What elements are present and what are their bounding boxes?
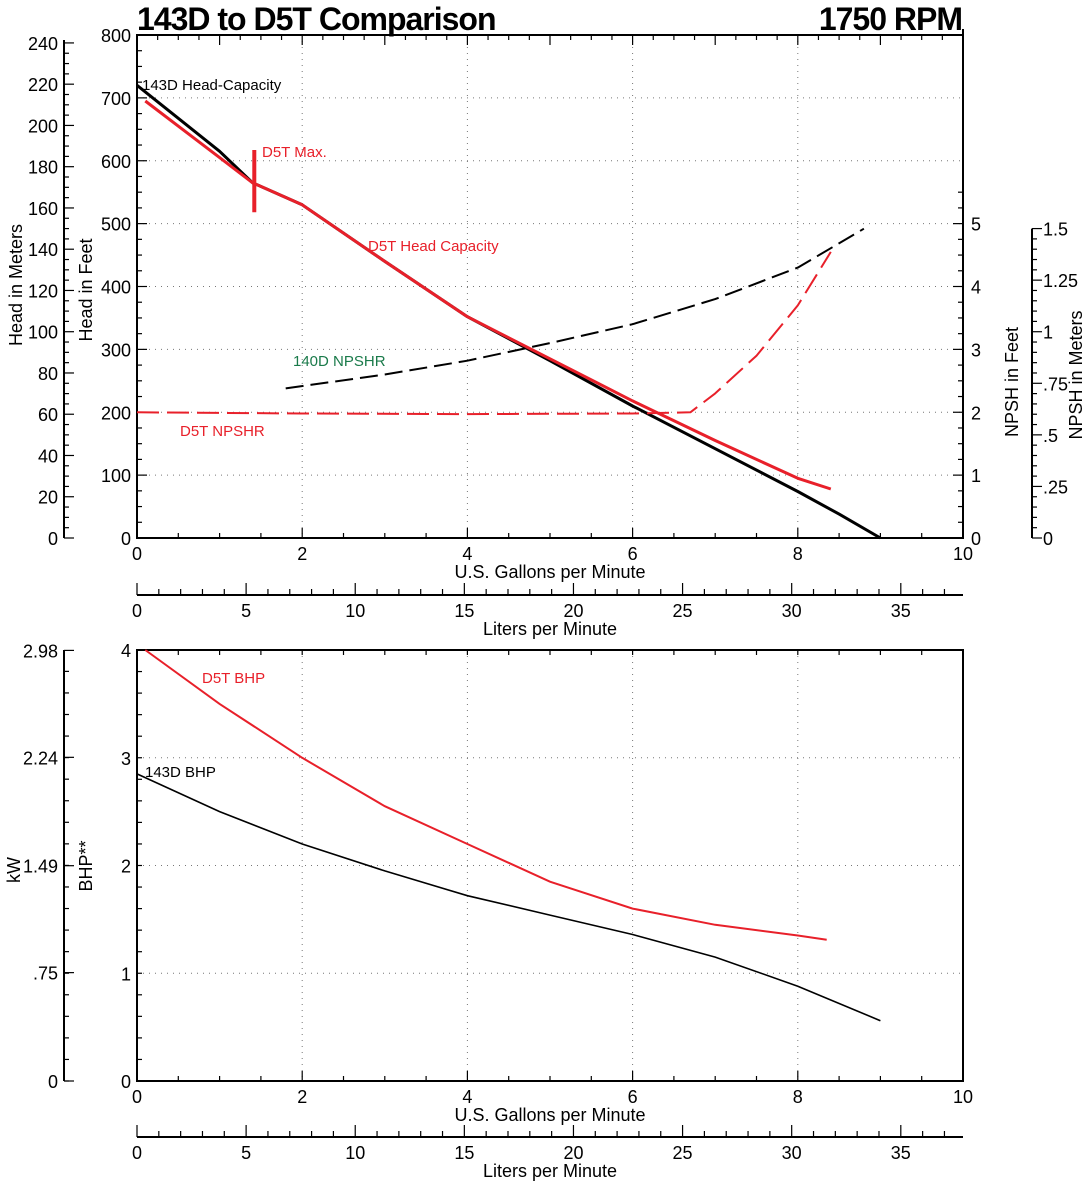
npsh-meters-axis-title: NPSH in Meters <box>1066 310 1086 439</box>
y-tick-label: 200 <box>101 403 131 423</box>
npsh-feet-tick-label: 1 <box>971 466 981 486</box>
npshr-140d-label: 140D NPSHR <box>293 353 386 370</box>
npsh-meters-tick-label: .5 <box>1043 426 1058 446</box>
liters-axis-title: Liters per Minute <box>483 1161 617 1181</box>
kw-tick-label: .75 <box>33 964 58 984</box>
liters-tick-label: 35 <box>891 1143 911 1163</box>
npsh-feet-axis-title: NPSH in Feet <box>1002 327 1022 437</box>
meters-tick-label: 160 <box>28 199 58 219</box>
meters-axis-title: Head in Meters <box>6 224 26 346</box>
liters-tick-label: 10 <box>345 601 365 621</box>
npshr-140d-line <box>285 227 865 390</box>
x-tick-label: 6 <box>628 544 638 564</box>
npsh-meters-tick-label: .75 <box>1043 374 1068 394</box>
bhp-axis-title: BHP** <box>76 840 96 891</box>
kw-axis-title: kW <box>4 857 24 883</box>
npsh-meters-tick-label: 0 <box>1043 529 1053 549</box>
liters-axis-title: Liters per Minute <box>483 619 617 639</box>
meters-tick-label: 140 <box>28 240 58 260</box>
x-tick-label: 0 <box>132 1087 142 1107</box>
y-tick-label: 0 <box>121 529 131 549</box>
kw-tick-label: 1.49 <box>23 857 58 877</box>
x-tick-label: 4 <box>462 1087 472 1107</box>
bhp-tick-label: 4 <box>121 641 131 661</box>
liters-tick-label: 25 <box>673 1143 693 1163</box>
chart-title: 143D to D5T Comparison <box>137 1 496 37</box>
x-tick-label: 4 <box>462 544 472 564</box>
npshr-d5t-line <box>136 251 832 416</box>
bhp-tick-label: 1 <box>121 964 131 984</box>
liters-tick-label: 25 <box>673 601 693 621</box>
meters-tick-label: 220 <box>28 75 58 95</box>
y-tick-label: 400 <box>101 278 131 298</box>
liters-tick-label: 0 <box>132 1143 142 1163</box>
x-axis-title: U.S. Gallons per Minute <box>454 562 645 582</box>
y-tick-label: 800 <box>101 26 131 46</box>
npsh-meters-tick-label: .25 <box>1043 477 1068 497</box>
bhp-tick-label: 0 <box>121 1072 131 1092</box>
npsh-meters-tick-label: 1 <box>1043 323 1053 343</box>
meters-tick-label: 120 <box>28 281 58 301</box>
x-tick-label: 8 <box>793 544 803 564</box>
d5t-max-label: D5T Max. <box>262 144 327 161</box>
meters-tick-label: 80 <box>38 364 58 384</box>
liters-tick-label: 30 <box>782 1143 802 1163</box>
kw-tick-label: 2.98 <box>23 641 58 661</box>
bhp-d5t-label: D5T BHP <box>202 670 265 687</box>
meters-tick-label: 60 <box>38 405 58 425</box>
npsh-feet-tick-label: 4 <box>971 278 981 298</box>
meters-tick-label: 240 <box>28 34 58 54</box>
meters-tick-label: 20 <box>38 488 58 508</box>
y-axis-title: Head in Feet <box>76 238 96 341</box>
x-tick-label: 8 <box>793 1087 803 1107</box>
y-tick-label: 500 <box>101 215 131 235</box>
liters-tick-label: 5 <box>241 1143 251 1163</box>
bhp-tick-label: 3 <box>121 749 131 769</box>
head-d5t-label: D5T Head Capacity <box>368 238 499 255</box>
liters-tick-label: 10 <box>345 1143 365 1163</box>
meters-tick-label: 200 <box>28 116 58 136</box>
y-tick-label: 100 <box>101 466 131 486</box>
head-143d-label: 143D Head-Capacity <box>142 77 282 94</box>
npshr-d5t-label: D5T NPSHR <box>180 423 265 440</box>
x-tick-label: 10 <box>953 1087 973 1107</box>
x-tick-label: 10 <box>953 544 973 564</box>
liters-tick-label: 15 <box>454 601 474 621</box>
bhp-143d-line <box>136 773 881 1022</box>
meters-tick-label: 100 <box>28 323 58 343</box>
liters-tick-label: 35 <box>891 601 911 621</box>
y-tick-label: 600 <box>101 152 131 172</box>
x-tick-label: 0 <box>132 544 142 564</box>
bhp-tick-label: 2 <box>121 857 131 877</box>
x-tick-label: 2 <box>297 1087 307 1107</box>
liters-tick-label: 20 <box>563 1143 583 1163</box>
liters-tick-label: 0 <box>132 601 142 621</box>
kw-tick-label: 0 <box>48 1072 58 1092</box>
npsh-feet-tick-label: 2 <box>971 403 981 423</box>
y-tick-label: 300 <box>101 340 131 360</box>
head-143d-line <box>136 84 882 540</box>
npsh-feet-tick-label: 3 <box>971 340 981 360</box>
liters-tick-label: 5 <box>241 601 251 621</box>
liters-tick-label: 30 <box>782 601 802 621</box>
meters-tick-label: 40 <box>38 446 58 466</box>
bhp-143d-label: 143D BHP <box>145 764 216 781</box>
npsh-meters-tick-label: 1.5 <box>1043 220 1068 240</box>
liters-tick-label: 15 <box>454 1143 474 1163</box>
rpm-label: 1750 RPM <box>819 1 962 37</box>
meters-tick-label: 0 <box>48 529 58 549</box>
y-tick-label: 700 <box>101 89 131 109</box>
x-axis-title: U.S. Gallons per Minute <box>454 1105 645 1125</box>
x-tick-label: 6 <box>628 1087 638 1107</box>
meters-tick-label: 180 <box>28 158 58 178</box>
npsh-feet-tick-label: 5 <box>971 215 981 235</box>
bhp-d5t-line <box>144 649 827 941</box>
kw-tick-label: 2.24 <box>23 748 58 768</box>
x-tick-label: 2 <box>297 544 307 564</box>
npsh-feet-tick-label: 0 <box>971 529 981 549</box>
head-d5t-line <box>144 99 832 491</box>
liters-tick-label: 20 <box>563 601 583 621</box>
npsh-meters-tick-label: 1.25 <box>1043 271 1078 291</box>
